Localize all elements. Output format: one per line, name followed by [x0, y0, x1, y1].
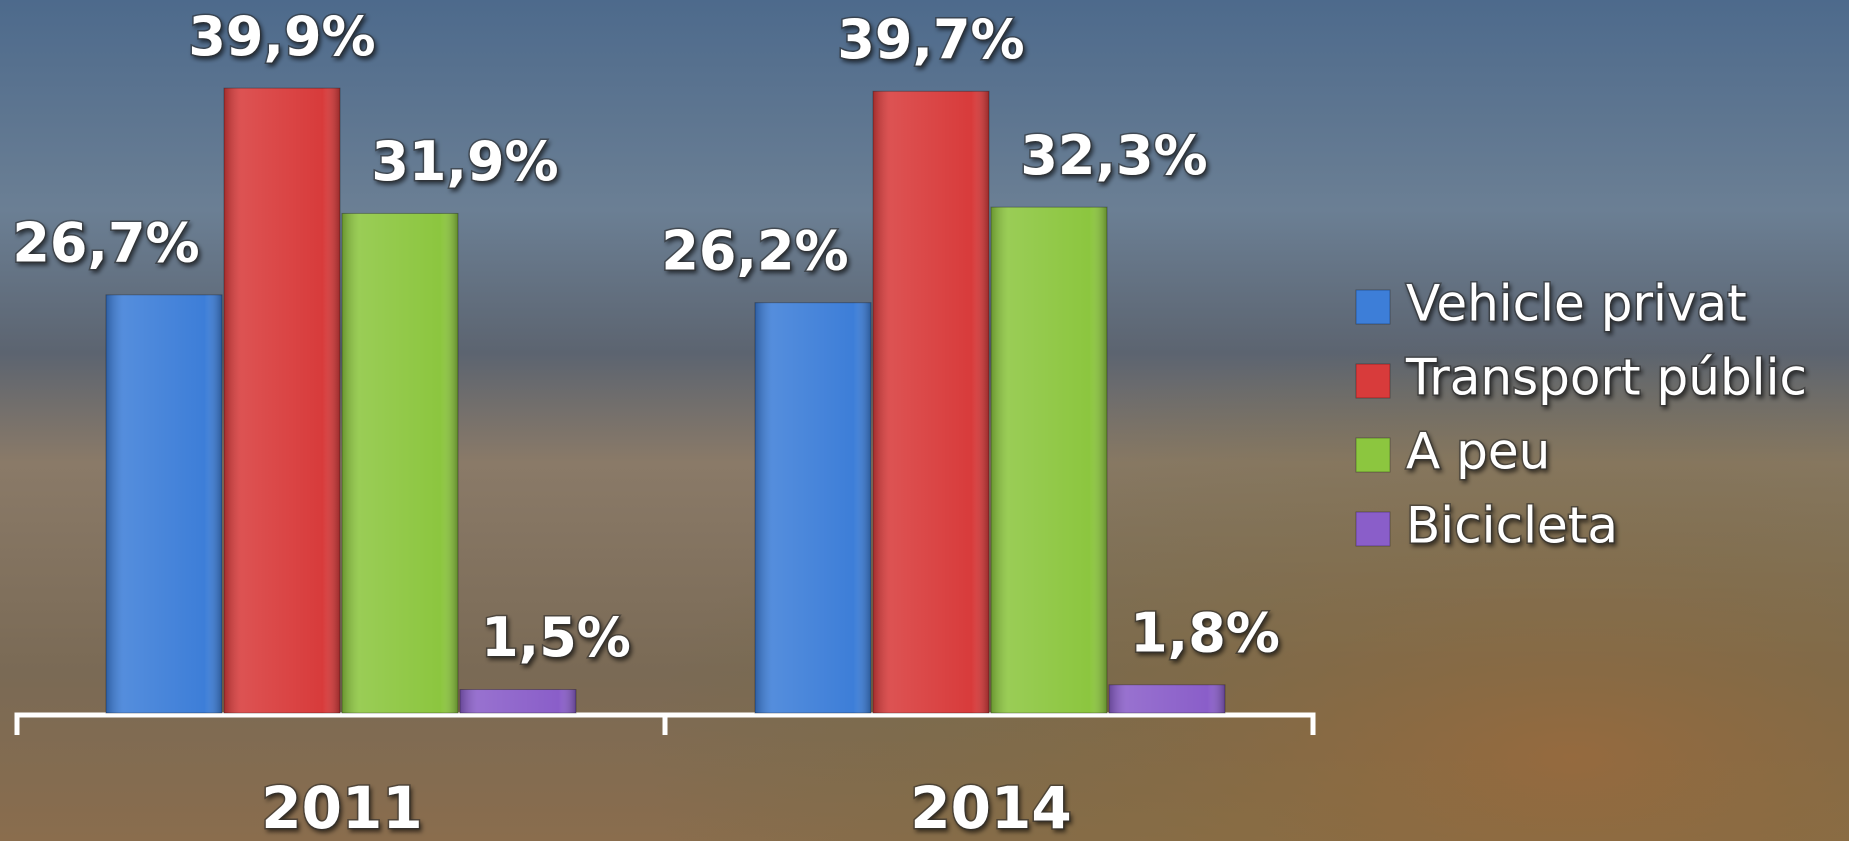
- bar-gloss: [1109, 685, 1225, 713]
- data-label: 1,5%: [481, 606, 631, 669]
- data-label: 26,7%: [12, 212, 199, 275]
- data-label: 39,7%: [837, 8, 1024, 71]
- bar-gloss: [224, 88, 340, 713]
- legend-label: Bicicleta: [1406, 497, 1618, 555]
- bar-gloss: [873, 91, 989, 713]
- legend-swatch: [1356, 364, 1390, 398]
- legend-swatch: [1356, 438, 1390, 472]
- data-label: 31,9%: [371, 130, 558, 193]
- x-tick-label: 2011: [261, 774, 422, 841]
- chart: 2011 26,7% 39,9% 31,9% 1,5% 2014 26,2% 39,7% 32,…: [0, 0, 1849, 841]
- legend-swatch: [1356, 512, 1390, 546]
- legend-label: A peu: [1406, 423, 1550, 481]
- data-label: 1,8%: [1130, 601, 1280, 664]
- bar-gloss: [342, 213, 458, 713]
- x-tick-label: 2014: [910, 774, 1071, 841]
- bar-gloss: [460, 690, 576, 713]
- legend-swatch: [1356, 290, 1390, 324]
- legend-label: Vehicle privat: [1406, 275, 1747, 333]
- data-label: 39,9%: [188, 5, 375, 68]
- data-label: 26,2%: [661, 219, 848, 282]
- legend-label: Transport públic: [1405, 349, 1807, 407]
- bar-gloss: [991, 207, 1107, 713]
- data-label: 32,3%: [1020, 124, 1207, 187]
- bar-gloss: [106, 295, 222, 713]
- bar-gloss: [755, 303, 871, 713]
